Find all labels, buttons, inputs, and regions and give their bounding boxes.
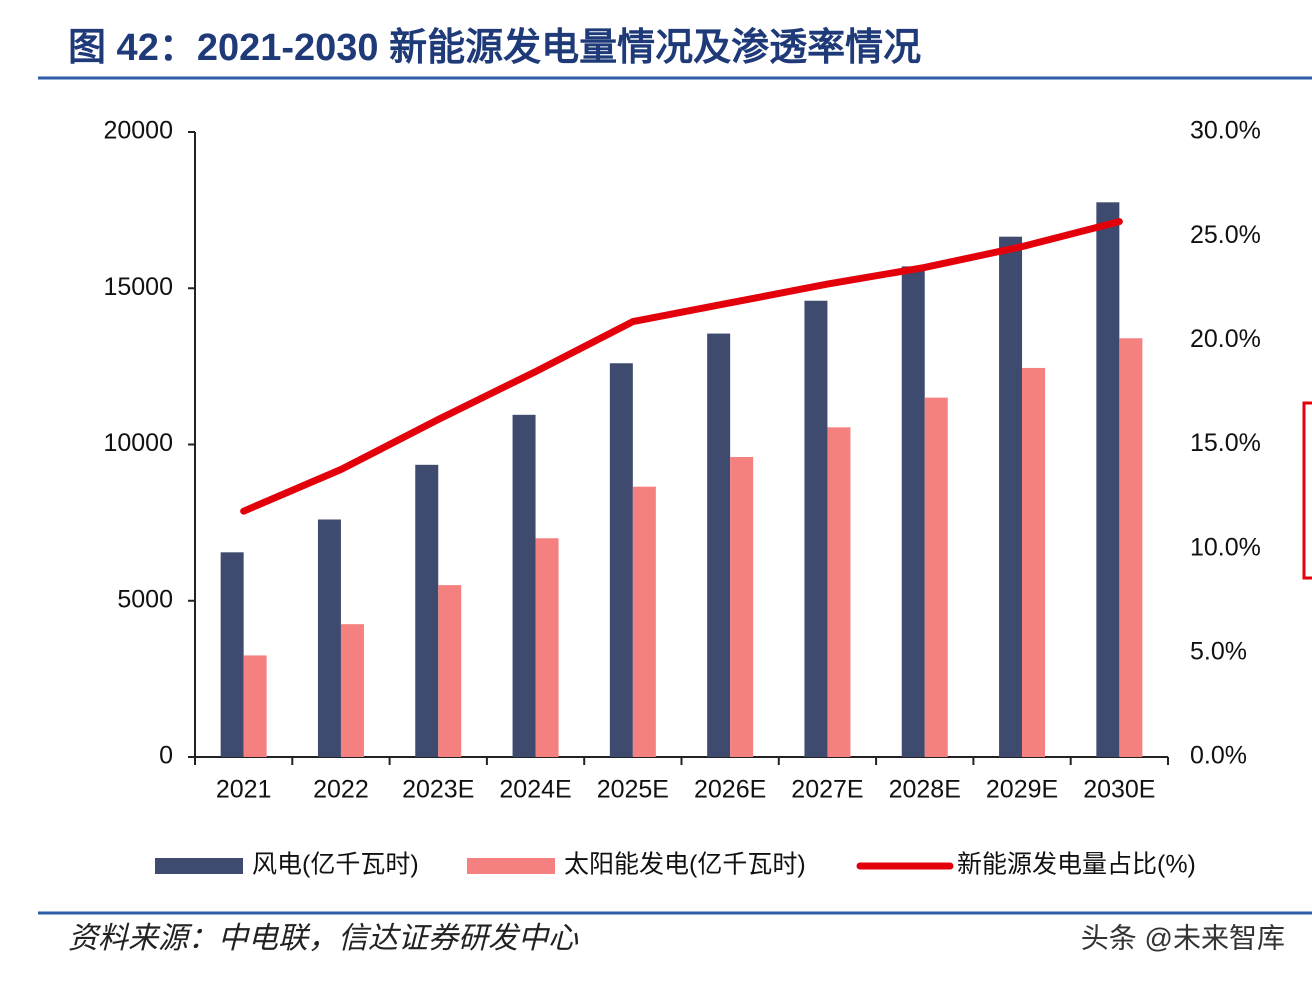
bar [317,519,341,757]
legend-swatch [467,858,555,874]
bar [415,464,439,757]
x-tick-label: 2021 [216,776,272,804]
y2-tick-label: 30.0% [1190,117,1261,145]
x-tick-label: 2028E [889,776,961,804]
bar [632,486,656,757]
watermark: 头条 @未来智库 [1081,922,1285,953]
legend-label: 风电(亿千瓦时) [252,851,419,879]
y-tick-label: 20000 [103,117,173,145]
edge-frame [1302,401,1312,580]
legend-swatch [155,858,243,874]
legend-label: 新能源发电量占比(%) [957,851,1196,879]
y2-tick-label: 25.0% [1190,221,1261,249]
bar [999,236,1023,757]
bar [220,552,244,757]
x-tick-label: 2026E [694,776,766,804]
bar [1119,338,1143,757]
x-tick-label: 2022 [313,776,369,804]
y-tick-label: 5000 [117,585,173,613]
y-tick-label: 0 [159,742,173,770]
bar [438,585,462,757]
bar [707,333,731,757]
bar [730,457,754,757]
line [240,218,1123,515]
bar [901,266,925,757]
bar [243,655,267,757]
bar [609,363,633,757]
y2-tick-label: 15.0% [1190,429,1261,457]
bar [827,427,851,757]
bar [512,414,536,757]
source: 资料来源：中电联，信达证券研发中心 [68,922,579,955]
x-tick-label: 2030E [1083,776,1155,804]
bar [340,624,364,757]
bar [535,538,559,757]
bar [1096,202,1120,757]
x-tick-label: 2029E [986,776,1058,804]
x-tick-label: 2025E [597,776,669,804]
bar [924,397,948,757]
x-tick-label: 2027E [791,776,863,804]
y2-tick-label: 10.0% [1190,533,1261,561]
chart-title: 图 42：2021-2030 新能源发电量情况及渗透率情况 [68,27,921,69]
y2-tick-label: 0.0% [1190,742,1247,770]
y-tick-label: 15000 [103,273,173,301]
y2-tick-label: 5.0% [1190,637,1247,665]
x-tick-label: 2024E [499,776,571,804]
bar [1022,367,1046,757]
legend-label: 太阳能发电(亿千瓦时) [564,851,806,879]
y-tick-label: 10000 [103,429,173,457]
bar [804,300,828,757]
y2-tick-label: 20.0% [1190,325,1261,353]
x-tick-label: 2023E [402,776,474,804]
